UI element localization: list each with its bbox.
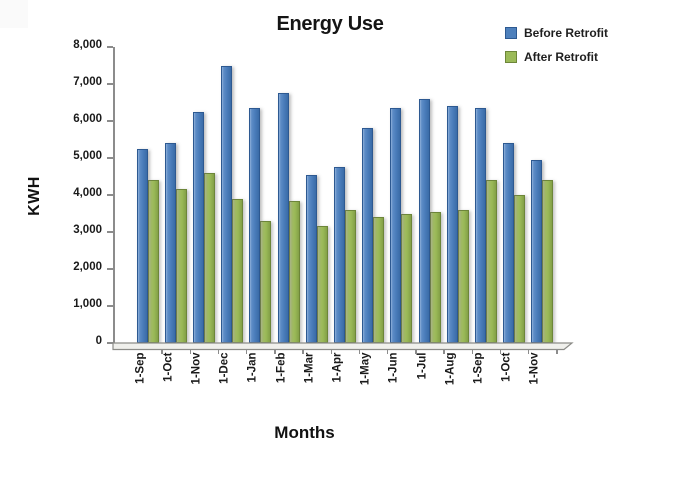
bar-after-retrofit-1-jun [401, 213, 413, 343]
x-axis-tick-label: 1-Sep [472, 352, 485, 384]
background-artifact-square [0, 0, 28, 28]
x-axis-tick [217, 349, 220, 354]
bar-before-retrofit-1-may [362, 128, 374, 343]
x-axis-title: Months [274, 423, 335, 442]
bar-after-retrofit-1-jul [429, 211, 441, 343]
y-axis-tick [107, 342, 113, 344]
x-axis-tick-label: 1-Nov [190, 352, 203, 385]
bar-before-retrofit-1-aug [446, 106, 458, 343]
x-axis-tick [556, 349, 558, 354]
x-axis-tick [415, 349, 417, 354]
bar-after-retrofit-1-sep [147, 180, 159, 343]
y-axis-tick [107, 194, 113, 196]
y-axis-tick [107, 305, 113, 307]
y-axis-tick-label: 2,000 [73, 261, 102, 273]
chart-title: Energy Use [276, 13, 384, 35]
y-axis-tick-label: 0 [95, 335, 102, 347]
x-axis-tick-label: 1-Oct [162, 352, 175, 382]
bar-after-retrofit-1-aug [457, 209, 469, 343]
x-axis-tick [386, 349, 389, 354]
y-axis-tick [107, 120, 113, 122]
bar-before-retrofit-1-nov [531, 159, 543, 343]
x-axis-tick-label: 1-Jan [246, 352, 259, 383]
x-axis-tick-label: 1-Oct [500, 352, 513, 382]
y-axis-tick-label: 3,000 [73, 224, 102, 236]
bar-before-retrofit-1-oct [164, 143, 176, 343]
legend-label: After Retrofit [524, 50, 598, 64]
x-axis-tick [245, 349, 248, 354]
x-axis-tick-label: 1-Jun [387, 352, 400, 384]
legend-swatch-icon [505, 51, 517, 63]
x-axis-tick [499, 349, 502, 354]
x-axis-tick [189, 349, 192, 354]
bar-before-retrofit-1-mar [305, 174, 317, 343]
y-axis-tick-label: 4,000 [73, 187, 102, 199]
x-axis-floor [112, 342, 574, 351]
y-axis-tick [107, 83, 113, 85]
bar-after-retrofit-1-oct [514, 195, 526, 343]
x-axis-tick-label: 1-Mar [303, 352, 316, 384]
x-axis-tick [274, 349, 276, 354]
legend-label: Before Retrofit [524, 26, 609, 40]
bar-after-retrofit-1-may [373, 217, 385, 343]
bar-before-retrofit-1-dec [221, 65, 233, 343]
bar-before-retrofit-1-feb [277, 93, 289, 343]
bar-before-retrofit-1-sep [474, 108, 486, 343]
bar-before-retrofit-1-jun [390, 108, 402, 343]
x-axis-tick [161, 349, 163, 354]
legend-swatch-icon [505, 27, 517, 39]
y-axis-line [113, 47, 115, 344]
bar-before-retrofit-1-oct [503, 143, 515, 343]
x-axis-tick [527, 349, 530, 354]
bar-before-retrofit-1-apr [333, 167, 345, 343]
bar-after-retrofit-1-dec [232, 198, 244, 343]
bar-after-retrofit-1-feb [288, 200, 300, 343]
bar-after-retrofit-1-oct [175, 189, 187, 343]
bar-after-retrofit-1-jan [260, 220, 272, 343]
x-axis-tick-label: 1-Feb [275, 352, 287, 384]
x-axis-tick-label: 1-Jul [416, 352, 428, 380]
bar-after-retrofit-1-nov [542, 180, 554, 343]
y-axis-tick [107, 157, 113, 159]
x-axis-tick-label: 1-Apr [331, 352, 344, 383]
y-axis-tick-label: 7,000 [73, 76, 102, 88]
x-axis-tick-label: 1-Sep [134, 352, 146, 384]
x-axis-tick-label: 1-Nov [528, 352, 541, 385]
bar-before-retrofit-1-jan [249, 108, 261, 343]
y-axis-tick-label: 1,000 [73, 298, 102, 310]
y-axis-tick [107, 231, 113, 233]
y-axis-tick-label: 6,000 [73, 113, 102, 125]
bar-before-retrofit-1-nov [192, 111, 204, 343]
legend: Before Retrofit After Retrofit [505, 25, 608, 73]
bar-after-retrofit-1-apr [344, 209, 356, 343]
legend-item: Before Retrofit [505, 25, 608, 41]
x-axis-tick-label: 1-Aug [444, 352, 457, 386]
x-axis-tick-label: 1-May [359, 352, 372, 386]
bar-after-retrofit-1-nov [203, 172, 215, 343]
bar-after-retrofit-1-mar [316, 226, 328, 343]
legend-item: After Retrofit [505, 49, 608, 65]
y-axis-tick [107, 268, 113, 270]
x-axis-tick [443, 349, 445, 354]
bar-before-retrofit-1-sep [136, 148, 148, 343]
bar-before-retrofit-1-jul [418, 98, 430, 343]
y-axis-tick-label: 8,000 [73, 39, 102, 51]
x-axis-tick [302, 349, 304, 354]
x-axis-tick-label: 1-Dec [218, 352, 231, 384]
x-axis-tick [471, 349, 474, 354]
x-axis-tick [358, 349, 361, 354]
bar-after-retrofit-1-sep [485, 180, 497, 343]
y-axis-tick-label: 5,000 [73, 150, 102, 162]
y-axis-tick [107, 46, 113, 48]
x-axis-tick [330, 349, 333, 354]
